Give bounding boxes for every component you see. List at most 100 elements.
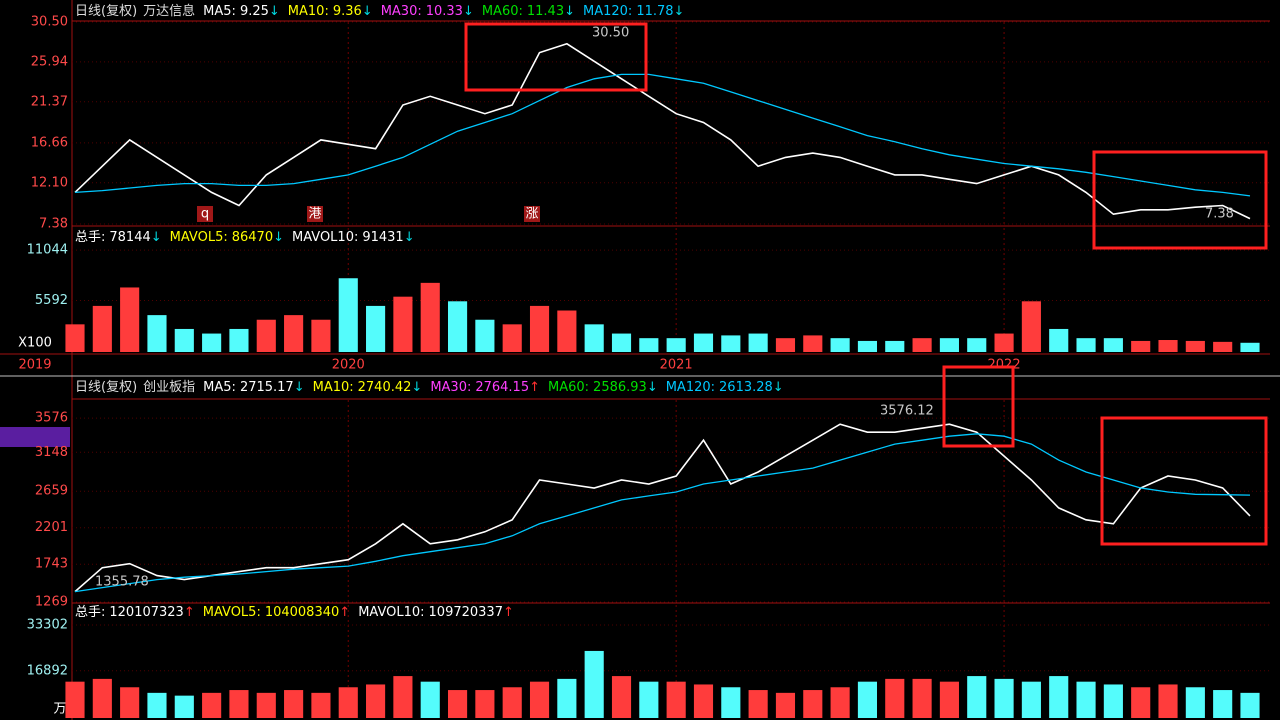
legend-trend: ↓ bbox=[564, 4, 575, 19]
y-tick-label: 1269 bbox=[35, 595, 68, 610]
legend-value: 91431 bbox=[362, 230, 403, 245]
volume-bar bbox=[803, 690, 823, 718]
volume-bar bbox=[1021, 301, 1041, 352]
legend-name: MA5: bbox=[203, 4, 236, 19]
y-tick-label: 11044 bbox=[27, 243, 68, 258]
volume-bar bbox=[1076, 338, 1096, 352]
y-tick-label: 21.37 bbox=[31, 94, 68, 109]
volume-bar bbox=[939, 338, 959, 352]
y-tick-label: 12.10 bbox=[31, 175, 68, 190]
volume-bar bbox=[1049, 676, 1069, 718]
volume-bar bbox=[202, 333, 222, 352]
header-title: 日线(复权) bbox=[75, 379, 137, 395]
highlight-box bbox=[942, 365, 1015, 448]
price-annotation: 30.50 bbox=[592, 26, 629, 41]
legend-trend: ↓ bbox=[273, 230, 284, 245]
y-tick-label: 16892 bbox=[27, 663, 68, 678]
volume-bar bbox=[92, 305, 112, 352]
volume-bar bbox=[885, 678, 905, 718]
legend-name: MAVOL5: bbox=[203, 605, 261, 620]
header: 总手: 120107323↑ MAVOL5: 104008340↑ MAVOL10: 10… bbox=[75, 605, 514, 620]
highlight-box bbox=[1100, 416, 1268, 546]
volume-bar bbox=[311, 319, 331, 352]
y-tick-label: 25.94 bbox=[31, 54, 68, 69]
legend-value: 9.25 bbox=[240, 4, 269, 19]
legend-trend: ↑ bbox=[339, 605, 350, 620]
legend-value: 11.43 bbox=[527, 4, 564, 19]
volume-bar bbox=[120, 287, 140, 352]
x-tick-label: 2022 bbox=[988, 358, 1021, 373]
legend-value: 9.36 bbox=[333, 4, 362, 19]
volume-bar bbox=[1158, 684, 1178, 718]
legend-trend: ↑ bbox=[184, 605, 195, 620]
legend-value: 2586.93 bbox=[593, 380, 647, 395]
legend-name: MA60: bbox=[548, 380, 589, 395]
volume-bar bbox=[393, 676, 413, 718]
volume-bar bbox=[311, 692, 331, 718]
volume-bar bbox=[967, 338, 987, 352]
volume-bar bbox=[1213, 341, 1233, 352]
volume-bar bbox=[1240, 342, 1260, 352]
volume-bar bbox=[174, 695, 194, 718]
volume-bar bbox=[502, 324, 522, 352]
legend-name: 总手: bbox=[75, 605, 105, 620]
volume-bar bbox=[366, 684, 386, 718]
legend-trend: ↑ bbox=[529, 380, 540, 395]
legend-value: 120107323 bbox=[109, 605, 183, 620]
legend-trend: ↓ bbox=[404, 230, 415, 245]
volume-bar bbox=[447, 690, 468, 718]
volume-bar bbox=[830, 687, 850, 718]
volume-bar bbox=[967, 676, 987, 718]
volume-bar bbox=[284, 315, 304, 352]
legend-trend: ↓ bbox=[647, 380, 658, 395]
volume-bar bbox=[639, 681, 659, 718]
volume-bar bbox=[529, 305, 550, 352]
volume-bar bbox=[885, 340, 905, 352]
volume-bar bbox=[502, 687, 522, 718]
volume-bar bbox=[666, 338, 686, 352]
x-tick-label: 2019 bbox=[18, 358, 51, 373]
legend-name: 总手: bbox=[75, 230, 105, 245]
volume-bar bbox=[120, 687, 140, 718]
volume-bar bbox=[830, 338, 850, 352]
legend-name: MA120: bbox=[583, 4, 632, 19]
legend-name: MA10: bbox=[288, 4, 329, 19]
volume-bar bbox=[1240, 692, 1260, 718]
legend-name: MA60: bbox=[482, 4, 523, 19]
volume-bar bbox=[256, 319, 276, 352]
plot-area: 2019 2020 2021 2022 30.50 25.94 21.37 16.66 12.1… bbox=[18, 3, 1270, 718]
volume-bar bbox=[748, 333, 768, 352]
volume-bar bbox=[1049, 328, 1069, 352]
legend-value: 2613.28 bbox=[719, 380, 773, 395]
highlight-box bbox=[1092, 150, 1268, 250]
y-tick-label: 16.66 bbox=[31, 135, 68, 150]
volume-bar bbox=[1131, 687, 1151, 718]
y-tick-label: 3148 bbox=[35, 445, 68, 460]
y-tick-label: 1743 bbox=[35, 557, 68, 572]
volume-bar bbox=[584, 324, 604, 352]
volume-bar bbox=[721, 335, 741, 352]
volume-bar bbox=[1103, 684, 1123, 718]
volume-bar bbox=[1076, 681, 1096, 718]
volume-bar bbox=[420, 282, 440, 352]
legend-value: 109720337 bbox=[429, 605, 503, 620]
x-tick-label: 2020 bbox=[332, 358, 365, 373]
unit-label: 万 bbox=[53, 702, 66, 717]
event-marker: 港 bbox=[308, 207, 321, 222]
volume-bar bbox=[229, 690, 249, 718]
volume-bar bbox=[584, 650, 604, 718]
volume-bar bbox=[1185, 340, 1205, 352]
event-marker-box bbox=[197, 206, 213, 222]
legend-name: MA5: bbox=[203, 380, 236, 395]
y-tick-label: 5592 bbox=[35, 293, 68, 308]
volume-bar bbox=[666, 681, 686, 718]
legend-trend: ↓ bbox=[674, 4, 685, 19]
volume-bar bbox=[775, 338, 796, 352]
legend-value: 2764.15 bbox=[475, 380, 529, 395]
legend-value: 10.33 bbox=[426, 4, 463, 19]
legend-name: MAVOL10: bbox=[358, 605, 424, 620]
tick-highlight bbox=[0, 427, 70, 447]
volume-bar bbox=[639, 338, 659, 352]
x-tick-label: 2021 bbox=[660, 358, 693, 373]
event-marker-box bbox=[307, 206, 323, 222]
